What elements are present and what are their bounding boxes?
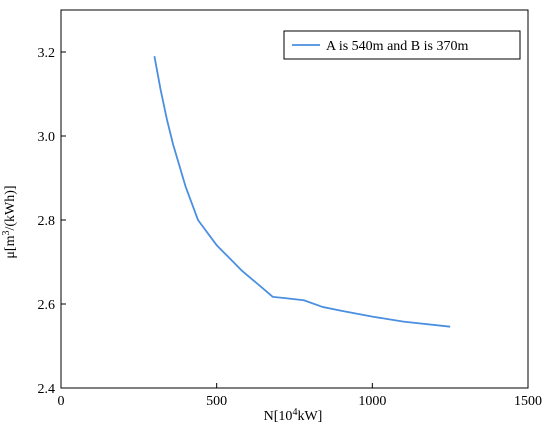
x-tick-label: 1500 (514, 394, 542, 409)
y-tick-label: 2.8 (38, 214, 56, 229)
plot-border (60, 9, 529, 389)
y-tick-label: 3.2 (38, 46, 56, 61)
legend: A is 540m and B is 370m (283, 30, 521, 60)
y-axis: 2.4 2.6 2.8 3.0 3.2 (38, 46, 66, 397)
x-tick-label: 0 (58, 394, 65, 409)
series-line (153, 56, 451, 328)
plot-frame (60, 9, 529, 389)
series-layer (153, 56, 451, 328)
y-tick-label: 3.0 (38, 130, 56, 145)
legend-entry-label: A is 540m and B is 370m (326, 39, 468, 54)
y-axis-label: μ[m3/(kWh)] (1, 185, 19, 258)
y-tick-label: 2.6 (38, 298, 56, 313)
x-tick-label: 500 (206, 394, 227, 409)
y-tick-label: 2.4 (38, 382, 56, 397)
x-axis: 0 500 1000 1500 (58, 383, 542, 409)
x-axis-label: N[104kW] (264, 407, 323, 425)
x-tick-label: 1000 (358, 394, 386, 409)
legend-box (283, 30, 521, 60)
